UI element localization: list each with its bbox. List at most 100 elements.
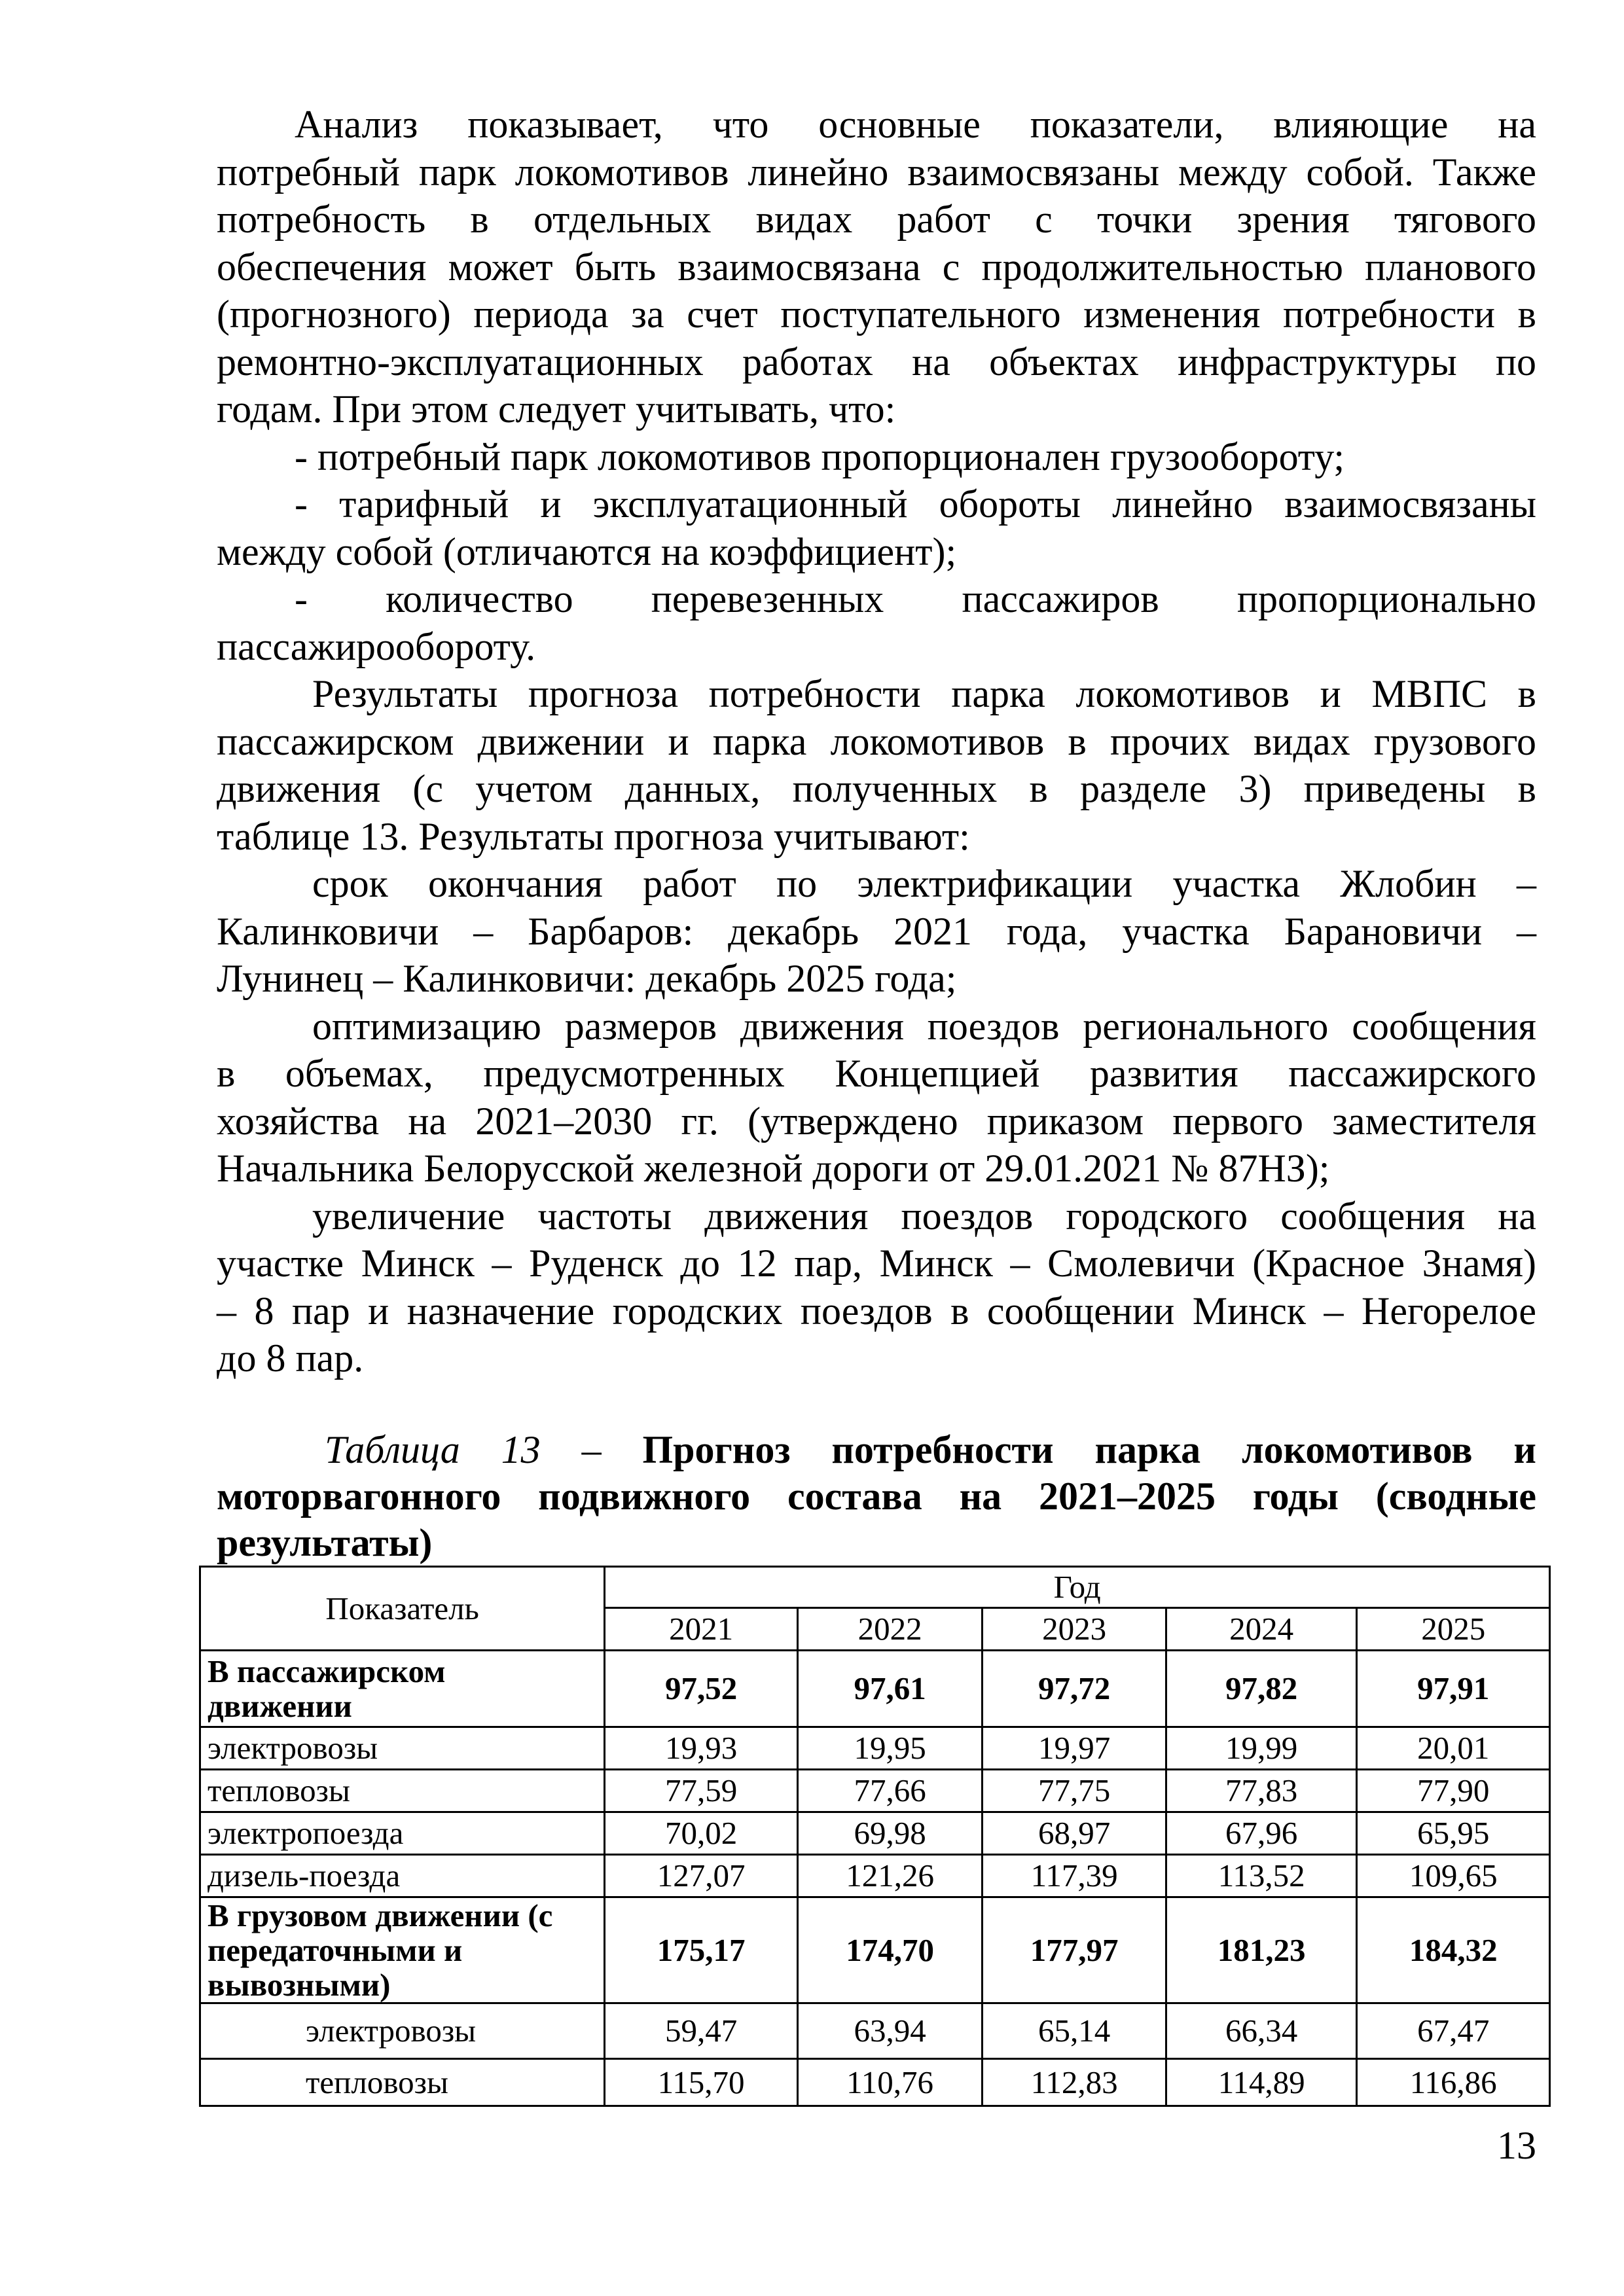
caption-line: результаты) bbox=[217, 1520, 1536, 1566]
table-cell: 97,52 bbox=[604, 1649, 799, 1728]
paragraph: - потребный парк локомотивов пропорциона… bbox=[217, 433, 1536, 481]
text-line: потребность в отдельных видах работ с то… bbox=[217, 198, 1536, 241]
caption-title: моторвагонного подвижного состава на 202… bbox=[217, 1475, 1536, 1518]
row-label: электровозы bbox=[198, 1726, 606, 1770]
table-cell: 67,47 bbox=[1356, 2002, 1551, 2060]
caption-title: Прогноз потребности парка локомотивов и bbox=[642, 1428, 1536, 1471]
text-line: между собой (отличаются на коэффициент); bbox=[217, 529, 957, 573]
table-cell: 184,32 bbox=[1356, 1896, 1551, 2004]
table-cell: 115,70 bbox=[604, 2058, 799, 2107]
text-line: Калинковичи – Барбаров: декабрь 2021 год… bbox=[217, 909, 1536, 953]
table-caption: Таблица 13 – Прогноз потребности парка л… bbox=[217, 1427, 1536, 1566]
caption-line: моторвагонного подвижного состава на 202… bbox=[217, 1473, 1536, 1520]
table-row: электровозы 59,47 63,94 65,14 66,34 67,47 bbox=[198, 2002, 1551, 2060]
table-cell: 66,34 bbox=[1164, 2002, 1358, 2060]
table-cell: 65,14 bbox=[981, 2002, 1167, 2060]
table-cell: 112,83 bbox=[981, 2058, 1167, 2107]
table-cell: 113,52 bbox=[1164, 1854, 1358, 1898]
text-line: потребный парк локомотивов линейно взаим… bbox=[217, 150, 1536, 194]
paragraph: увеличение частоты движения поездов горо… bbox=[217, 1193, 1536, 1382]
text-line: - количество перевезенных пассажиров про… bbox=[295, 577, 1536, 620]
text-line: годам. При этом следует учитывать, что: bbox=[217, 387, 896, 431]
text-line: хозяйства на 2021–2030 гг. (утверждено п… bbox=[217, 1099, 1536, 1143]
table-cell: 174,70 bbox=[796, 1896, 984, 2004]
table-cell: 77,75 bbox=[981, 1768, 1167, 1813]
table-row: В грузовом движении (с передаточными и в… bbox=[198, 1896, 1551, 2004]
text-line: оптимизацию размеров движения поездов ре… bbox=[312, 1004, 1536, 1048]
page-number: 13 bbox=[1497, 2124, 1536, 2167]
row-label: электропоезда bbox=[198, 1811, 606, 1856]
table-cell: 97,72 bbox=[981, 1649, 1167, 1728]
table-cell: 77,90 bbox=[1356, 1768, 1551, 1813]
text-line: ремонтно-эксплуатационных работах на объ… bbox=[217, 340, 1536, 384]
table-cell: 67,96 bbox=[1164, 1811, 1358, 1856]
table-cell: 114,89 bbox=[1164, 2058, 1358, 2107]
text-line: до 8 пар. bbox=[217, 1336, 364, 1380]
table-cell: 69,98 bbox=[796, 1811, 984, 1856]
table-cell: 19,99 bbox=[1164, 1726, 1358, 1770]
text-line: Результаты прогноза потребности парка ло… bbox=[312, 672, 1536, 715]
paragraph: - количество перевезенных пассажиров про… bbox=[217, 575, 1536, 670]
table-cell: 109,65 bbox=[1356, 1854, 1551, 1898]
col-header-indicator: Показатель bbox=[198, 1566, 606, 1651]
table-cell: 20,01 bbox=[1356, 1726, 1551, 1770]
year-header: 2021 bbox=[604, 1607, 799, 1651]
row-label: дизель-поезда bbox=[198, 1854, 606, 1898]
text-line: - тарифный и эксплуатационный обороты ли… bbox=[295, 482, 1536, 526]
table-cell: 97,61 bbox=[796, 1649, 984, 1728]
text-line: обеспечения может быть взаимосвязана с п… bbox=[217, 245, 1536, 289]
table-cell: 127,07 bbox=[604, 1854, 799, 1898]
body-text: Анализ показывает, что основные показате… bbox=[217, 101, 1536, 1382]
table-cell: 77,83 bbox=[1164, 1768, 1358, 1813]
text-line: движения (с учетом данных, полученных в … bbox=[217, 767, 1536, 810]
paragraph: оптимизацию размеров движения поездов ре… bbox=[217, 1003, 1536, 1193]
text-line: пассажирообороту. bbox=[217, 624, 536, 668]
table-row: электропоезда 70,02 69,98 68,97 67,96 65,95 bbox=[198, 1811, 1551, 1856]
table-cell: 116,86 bbox=[1356, 2058, 1551, 2107]
table-cell: 97,82 bbox=[1164, 1649, 1358, 1728]
year-header: 2023 bbox=[981, 1607, 1167, 1651]
text-line: - потребный парк локомотивов пропорциона… bbox=[295, 435, 1345, 478]
text-line: – 8 пар и назначение городских поездов в… bbox=[217, 1289, 1536, 1333]
table-row: дизель-поезда 127,07 121,26 117,39 113,52 109… bbox=[198, 1854, 1551, 1898]
paragraph: - тарифный и эксплуатационный обороты ли… bbox=[217, 480, 1536, 575]
row-label: электровозы bbox=[198, 2002, 606, 2060]
table-cell: 19,93 bbox=[604, 1726, 799, 1770]
table-cell: 77,59 bbox=[604, 1768, 799, 1813]
table-row: тепловозы 77,59 77,66 77,75 77,83 77,90 bbox=[198, 1768, 1551, 1813]
table-cell: 175,17 bbox=[604, 1896, 799, 2004]
text-line: участке Минск – Руденск до 12 пар, Минск… bbox=[217, 1242, 1536, 1285]
forecast-table: Показатель Год 2021 2022 2023 2024 2025 В па… bbox=[198, 1566, 1551, 2107]
year-header: 2022 bbox=[796, 1607, 984, 1651]
year-header: 2025 bbox=[1356, 1607, 1551, 1651]
table-cell: 77,66 bbox=[796, 1768, 984, 1813]
year-header: 2024 bbox=[1164, 1607, 1358, 1651]
table-row: электровозы 19,93 19,95 19,97 19,99 20,01 bbox=[198, 1726, 1551, 1770]
text-line: Анализ показывает, что основные показате… bbox=[295, 103, 1536, 146]
paragraph: Результаты прогноза потребности парка ло… bbox=[217, 670, 1536, 860]
row-label: В грузовом движении (с передаточными и в… bbox=[198, 1896, 606, 2004]
caption-title: результаты) bbox=[217, 1521, 433, 1564]
table-cell: 177,97 bbox=[981, 1896, 1167, 2004]
table-cell: 59,47 bbox=[604, 2002, 799, 2060]
text-line: пассажирском движении и парка локомотиво… bbox=[217, 719, 1536, 763]
caption-label: Таблица 13 – bbox=[325, 1428, 643, 1471]
table-cell: 63,94 bbox=[796, 2002, 984, 2060]
table-row: тепловозы 115,70 110,76 112,83 114,89 116,86 bbox=[198, 2058, 1551, 2107]
text-line: в объемах, предусмотренных Концепцией ра… bbox=[217, 1052, 1536, 1095]
text-line: таблице 13. Результаты прогноза учитываю… bbox=[217, 814, 970, 858]
table-cell: 70,02 bbox=[604, 1811, 799, 1856]
text-line: Начальника Белорусской железной дороги о… bbox=[217, 1147, 1330, 1190]
table-cell: 121,26 bbox=[796, 1854, 984, 1898]
text-line: увеличение частоты движения поездов горо… bbox=[312, 1194, 1536, 1238]
paragraph: Анализ показывает, что основные показате… bbox=[217, 101, 1536, 433]
table-cell: 110,76 bbox=[796, 2058, 984, 2107]
text-line: Лунинец – Калинковичи: декабрь 2025 года… bbox=[217, 957, 957, 1000]
col-header-year: Год bbox=[604, 1566, 1551, 1609]
row-label: тепловозы bbox=[198, 2058, 606, 2107]
text-line: (прогнозного) периода за счет поступател… bbox=[217, 293, 1536, 336]
row-label: тепловозы bbox=[198, 1768, 606, 1813]
table-cell: 181,23 bbox=[1164, 1896, 1358, 2004]
row-label: В пассажирском движении bbox=[198, 1649, 606, 1728]
text-line: срок окончания работ по электрификации у… bbox=[312, 862, 1536, 905]
